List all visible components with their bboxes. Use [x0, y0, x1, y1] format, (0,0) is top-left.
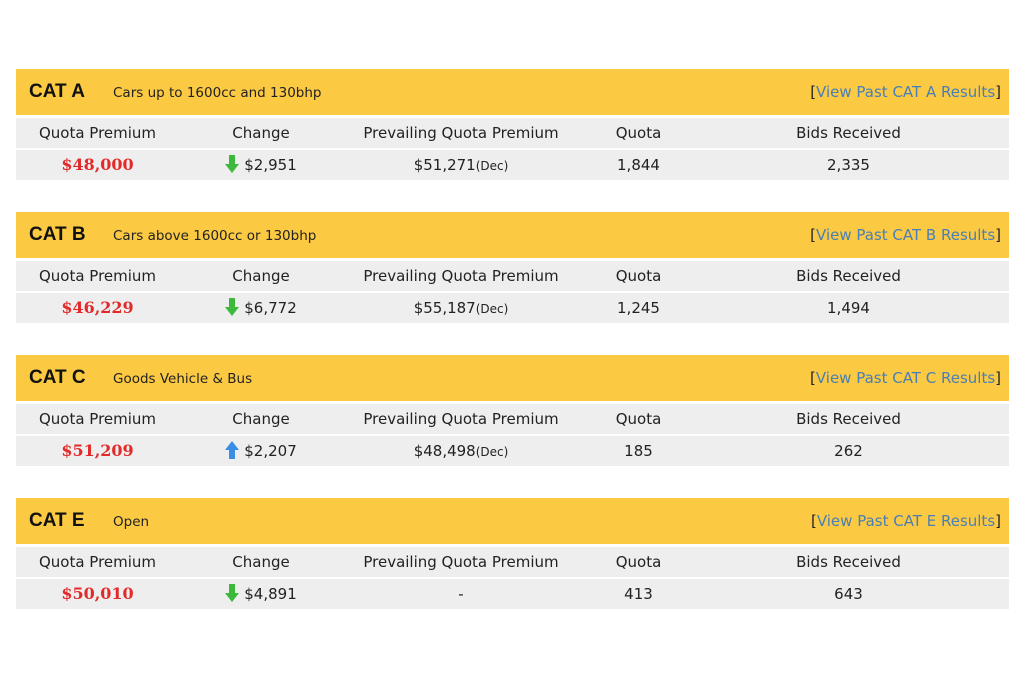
column-header-row: Quota Premium Change Prevailing Quota Pr… [16, 547, 1009, 577]
category-block-cat-b: CAT B Cars above 1600cc or 130bhp [View … [16, 212, 1009, 326]
coe-results-panel: CAT A Cars up to 1600cc and 130bhp [View… [16, 69, 1009, 641]
values-row: $50,010 $4,891 - 413 643 [16, 579, 1009, 609]
arrow-down-icon [225, 582, 240, 602]
prevailing-premium-cell: - [356, 579, 566, 609]
category-block-cat-a: CAT A Cars up to 1600cc and 130bhp [View… [16, 69, 1009, 183]
header-quota-premium: Quota Premium [38, 553, 157, 571]
prevailing-month: (Dec) [475, 445, 509, 459]
prevailing-month: (Dec) [475, 159, 509, 173]
category-header: CAT C Goods Vehicle & Bus [View Past CAT… [16, 355, 1009, 401]
header-quota: Quota [615, 410, 662, 428]
quota-premium-value: $48,000 [61, 155, 134, 174]
header-change: Change [232, 410, 290, 428]
past-results-link-wrapper: [View Past CAT C Results] [809, 369, 1001, 387]
change-value: $2,207 [244, 442, 297, 460]
header-change: Change [232, 267, 290, 285]
past-results-link-wrapper: [View Past CAT A Results] [810, 83, 1001, 101]
prevailing-premium-cell: $48,498(Dec) [356, 436, 566, 466]
quota-premium-value: $50,010 [61, 584, 134, 603]
past-results-link-wrapper: [View Past CAT E Results] [810, 512, 1001, 530]
values-row: $46,229 $6,772 $55,187(Dec) 1,245 1,494 [16, 293, 1009, 323]
header-bids-received: Bids Received [796, 553, 901, 571]
prevailing-month: (Dec) [475, 302, 509, 316]
bids-received-value: 262 [834, 442, 863, 460]
prevailing-premium-value: - [458, 585, 464, 603]
column-header-row: Quota Premium Change Prevailing Quota Pr… [16, 118, 1009, 148]
category-header: CAT A Cars up to 1600cc and 130bhp [View… [16, 69, 1009, 115]
quota-value: 185 [624, 442, 653, 460]
category-header: CAT E Open [View Past CAT E Results] [16, 498, 1009, 544]
category-block-cat-e: CAT E Open [View Past CAT E Results] Quo… [16, 498, 1009, 612]
arrow-down-icon [225, 296, 240, 316]
prevailing-premium-value: $48,498 [413, 442, 476, 460]
header-quota-premium: Quota Premium [38, 410, 157, 428]
view-past-results-link[interactable]: View Past CAT E Results [816, 512, 996, 530]
past-results-link-wrapper: [View Past CAT B Results] [810, 226, 1001, 244]
bids-received-value: 1,494 [827, 299, 870, 317]
bids-received-value: 643 [834, 585, 863, 603]
change-value: $4,891 [244, 585, 297, 603]
category-title: CAT E [29, 510, 85, 531]
quota-premium-value: $46,229 [61, 298, 134, 317]
header-prevailing-premium: Prevailing Quota Premium [363, 124, 559, 142]
header-prevailing-premium: Prevailing Quota Premium [363, 553, 559, 571]
category-description: Goods Vehicle & Bus [113, 371, 253, 387]
header-change: Change [232, 124, 290, 142]
header-quota-premium: Quota Premium [38, 124, 157, 142]
header-quota: Quota [615, 124, 662, 142]
header-bids-received: Bids Received [796, 124, 901, 142]
category-title: CAT C [29, 367, 86, 388]
header-quota: Quota [615, 267, 662, 285]
change-value-cell: $2,951 [201, 150, 321, 180]
header-prevailing-premium: Prevailing Quota Premium [363, 410, 559, 428]
header-change: Change [232, 553, 290, 571]
values-row: $48,000 $2,951 $51,271(Dec) 1,844 2,335 [16, 150, 1009, 180]
arrow-up-icon [225, 439, 240, 459]
header-quota: Quota [615, 553, 662, 571]
category-description: Cars up to 1600cc and 130bhp [113, 85, 322, 101]
prevailing-premium-value: $51,271 [413, 156, 476, 174]
bids-received-value: 2,335 [827, 156, 870, 174]
header-bids-received: Bids Received [796, 267, 901, 285]
header-quota-premium: Quota Premium [38, 267, 157, 285]
category-block-cat-c: CAT C Goods Vehicle & Bus [View Past CAT… [16, 355, 1009, 469]
view-past-results-link[interactable]: View Past CAT A Results [816, 83, 996, 101]
prevailing-premium-value: $55,187 [413, 299, 476, 317]
header-prevailing-premium: Prevailing Quota Premium [363, 267, 559, 285]
category-description: Cars above 1600cc or 130bhp [113, 228, 317, 244]
change-value-cell: $4,891 [201, 579, 321, 609]
view-past-results-link[interactable]: View Past CAT C Results [815, 369, 996, 387]
quota-value: 413 [624, 585, 653, 603]
column-header-row: Quota Premium Change Prevailing Quota Pr… [16, 261, 1009, 291]
change-value: $6,772 [244, 299, 297, 317]
view-past-results-link[interactable]: View Past CAT B Results [816, 226, 996, 244]
category-title: CAT A [29, 81, 85, 102]
category-header: CAT B Cars above 1600cc or 130bhp [View … [16, 212, 1009, 258]
quota-value: 1,844 [617, 156, 660, 174]
prevailing-premium-cell: $55,187(Dec) [356, 293, 566, 323]
change-value-cell: $2,207 [201, 436, 321, 466]
category-description: Open [113, 514, 150, 530]
change-value-cell: $6,772 [201, 293, 321, 323]
category-title: CAT B [29, 224, 86, 245]
arrow-down-icon [225, 153, 240, 173]
quota-premium-value: $51,209 [61, 441, 134, 460]
quota-value: 1,245 [617, 299, 660, 317]
change-value: $2,951 [244, 156, 297, 174]
prevailing-premium-cell: $51,271(Dec) [356, 150, 566, 180]
header-bids-received: Bids Received [796, 410, 901, 428]
values-row: $51,209 $2,207 $48,498(Dec) 185 262 [16, 436, 1009, 466]
column-header-row: Quota Premium Change Prevailing Quota Pr… [16, 404, 1009, 434]
